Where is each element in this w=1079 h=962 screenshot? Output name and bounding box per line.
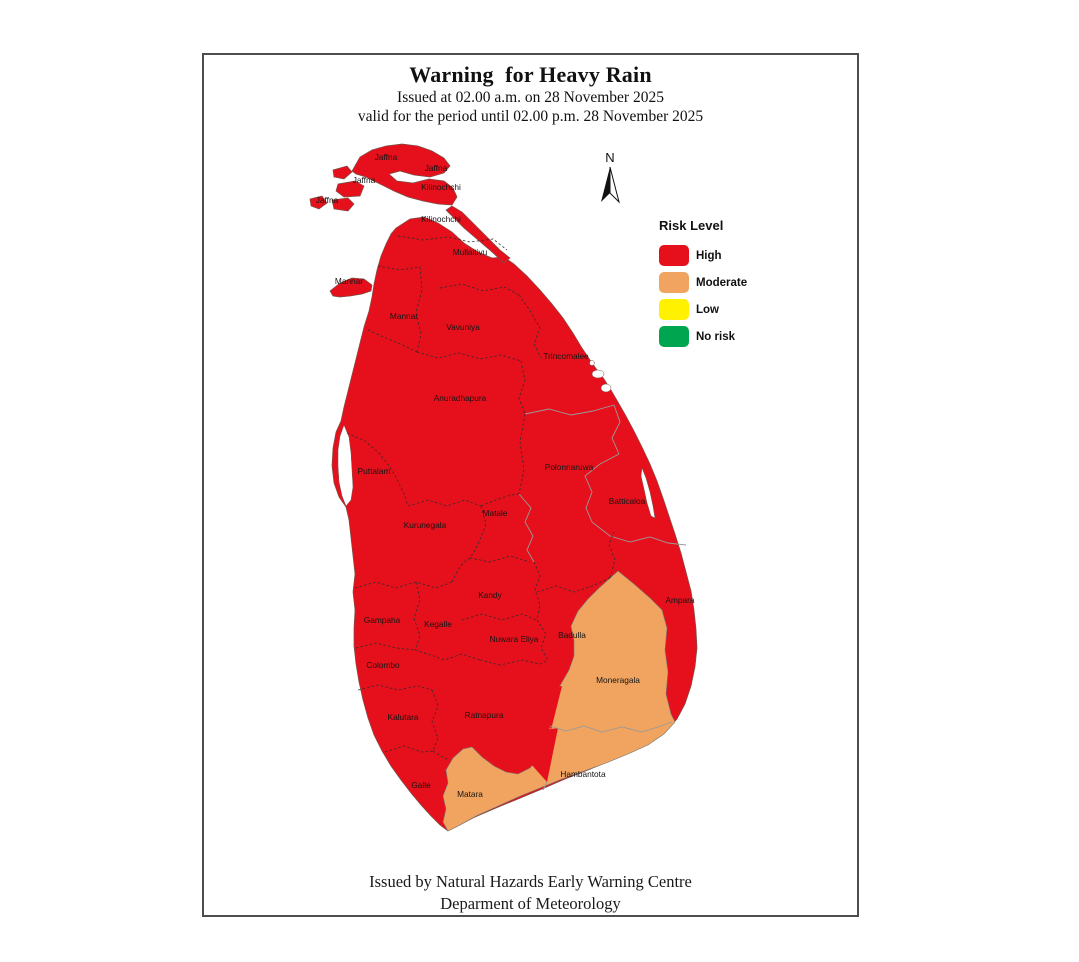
north-label: N (605, 150, 614, 165)
trincomalee-bay (591, 369, 605, 379)
district-label-puttalam: Puttalam (358, 466, 391, 476)
legend-label: Low (696, 303, 719, 316)
district-label-mannar: Mannar (335, 276, 363, 286)
district-label-polonnaruwa: Polonnaruwa (545, 462, 594, 472)
legend-items: High Moderate Low No risk (659, 245, 819, 347)
legend-item-no-risk: No risk (659, 326, 819, 347)
footer-issuer: Issued by Natural Hazards Early Warning … (369, 872, 692, 891)
back-bay (589, 360, 595, 366)
koddiyar-bay (600, 383, 612, 393)
puttalam-lagoon (337, 424, 354, 507)
district-label-batticaloa: Batticaloa (609, 496, 646, 506)
district-label-nuwara-eliya: Nuwara Eliya (490, 634, 539, 644)
district-label-jaffna: Jaffna (375, 152, 398, 162)
risk-legend: Risk Level High Moderate Low No risk (659, 218, 819, 353)
jaffna-peninsula-shape (351, 143, 458, 206)
district-label-kurunegala: Kurunegala (404, 520, 447, 530)
legend-swatch (659, 272, 689, 293)
district-label-ratnapura: Ratnapura (465, 710, 504, 720)
district-label-matale: Matale (483, 508, 508, 518)
legend-label: High (696, 249, 722, 262)
district-label-galle: Galle (411, 780, 431, 790)
legend-item-moderate: Moderate (659, 272, 819, 293)
header: Warning for Heavy Rain Issued at 02.00 a… (202, 62, 859, 126)
district-label-vavuniya: Vavuniya (446, 322, 480, 332)
legend-swatch (659, 326, 689, 347)
district-label-kilinochchi: Kilinochchi (421, 182, 461, 192)
district-boundaries-dashed (346, 235, 616, 761)
district-label-hambantota: Hambantota (560, 769, 606, 779)
legend-label: Moderate (696, 276, 748, 289)
north-arrow-right (609, 166, 620, 204)
legend-swatch (659, 245, 689, 266)
district-label-matara: Matara (457, 789, 483, 799)
footer: Issued by Natural Hazards Early Warning … (202, 871, 859, 915)
north-arrow-left (601, 167, 610, 202)
district-boundaries-solid (518, 404, 687, 791)
district-label-anuradhapura: Anuradhapura (434, 393, 487, 403)
legend-label: No risk (696, 330, 735, 343)
district-label-kandy: Kandy (478, 590, 502, 600)
moderate-risk-region (442, 570, 676, 832)
ratnapura-south-wedge (506, 728, 558, 782)
district-label-badulla: Badulla (558, 630, 586, 640)
legend-item-low: Low (659, 299, 819, 320)
badulla-south-wedge (533, 686, 562, 730)
district-label-kegalle: Kegalle (424, 619, 452, 629)
legend-swatch (659, 299, 689, 320)
footer-department: Deparment of Meteorology (440, 893, 621, 913)
northeast-spit-shape (445, 205, 511, 264)
district-label-jaffna: Jaffna (425, 163, 448, 173)
district-label-mannar: Mannar (390, 311, 418, 321)
batticaloa-lagoon (640, 467, 656, 519)
district-label-moneragala: Moneragala (596, 675, 640, 685)
legend-heading: Risk Level (659, 218, 724, 233)
district-label-ampara: Ampara (665, 595, 694, 605)
district-label-colombo: Colombo (366, 660, 400, 670)
north-arrow: N (601, 150, 620, 204)
mannar-island-shape (329, 277, 373, 298)
district-labels: Jaffna Jaffna Jaffna Jaffna Kilinochchi Kilin… (316, 152, 695, 799)
district-label-kilinochchi: Kilinochchi (421, 214, 461, 224)
legend-item-high: High (659, 245, 819, 266)
valid-line: valid for the period until 02.00 p.m. 28… (357, 108, 704, 125)
district-label-trincomalee: Trincomalee (543, 351, 589, 361)
district-label-gampaha: Gampaha (364, 615, 401, 625)
district-label-kalutara: Kalutara (388, 712, 419, 722)
page-title: Warning for Heavy Rain (409, 62, 652, 87)
district-label-jaffna: Jaffna (316, 195, 339, 205)
district-label-jaffna: Jaffna (353, 175, 376, 185)
issued-line: Issued at 02.00 a.m. on 28 November 2025 (397, 89, 664, 106)
district-label-mullaitivu: Mullaitivu (453, 247, 488, 257)
jaffna-islands-shape (309, 165, 365, 212)
